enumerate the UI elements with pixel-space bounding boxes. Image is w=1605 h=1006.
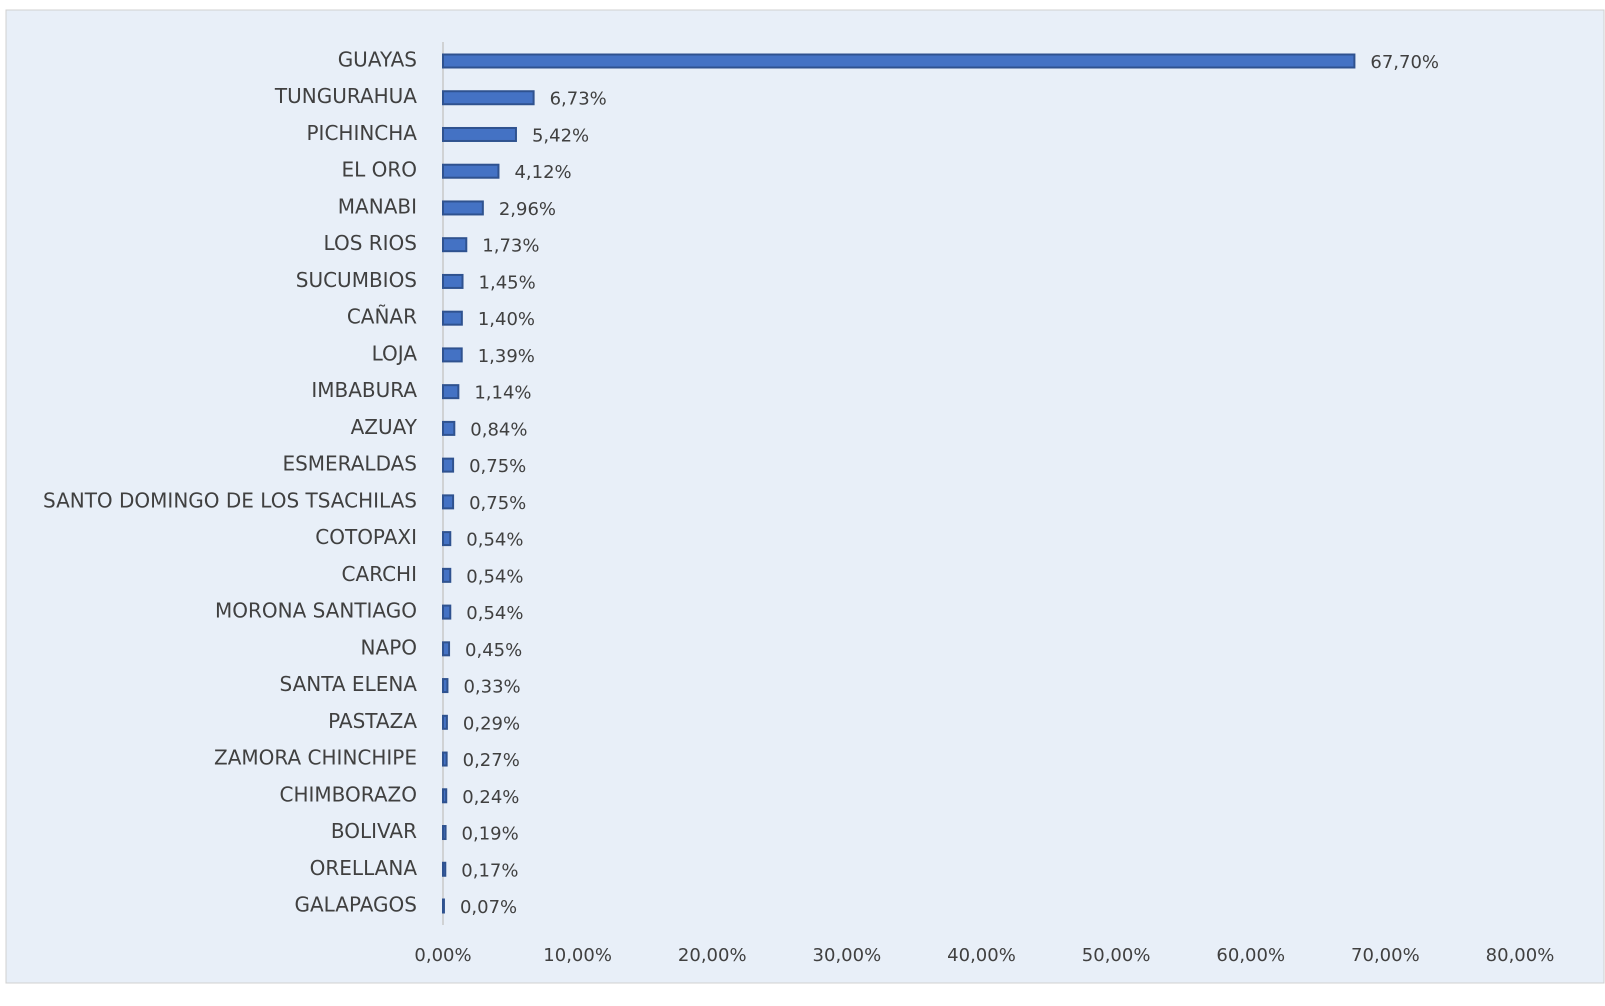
- x-tick-label: 50,00%: [1082, 945, 1151, 966]
- y-tick-label: ESMERALDAS: [282, 452, 417, 476]
- value-label: 0,45%: [465, 640, 522, 661]
- value-label: 1,39%: [478, 346, 535, 367]
- value-label: 1,40%: [478, 309, 535, 330]
- value-label: 1,73%: [482, 236, 539, 257]
- y-tick-label: NAPO: [361, 635, 417, 659]
- x-tick-label: 10,00%: [543, 945, 612, 966]
- bar: [442, 678, 449, 694]
- bar: [442, 604, 452, 620]
- value-label: 0,07%: [460, 897, 517, 918]
- value-label: 0,54%: [466, 530, 523, 551]
- y-tick-label: SANTO DOMINGO DE LOS TSACHILAS: [43, 488, 417, 512]
- value-label: 5,42%: [532, 125, 589, 146]
- value-label: 0,27%: [463, 750, 520, 771]
- bar: [442, 200, 484, 216]
- bar: [442, 53, 1356, 69]
- value-label: 0,75%: [469, 493, 526, 514]
- bar: [442, 90, 535, 106]
- bar: [442, 567, 452, 583]
- bar: [442, 898, 445, 914]
- bar: [442, 861, 447, 877]
- bar: [442, 347, 463, 363]
- bar: [442, 163, 500, 179]
- value-label: 0,54%: [466, 603, 523, 624]
- y-tick-label: MORONA SANTIAGO: [215, 599, 417, 623]
- y-tick-label: PICHINCHA: [306, 121, 417, 145]
- y-tick-label: ZAMORA CHINCHIPE: [214, 746, 417, 770]
- bar: [442, 531, 452, 547]
- y-tick-label: SANTA ELENA: [280, 672, 418, 696]
- value-label: 0,75%: [469, 456, 526, 477]
- y-tick-label: EL ORO: [341, 158, 417, 182]
- y-tick-label: BOLIVAR: [331, 819, 417, 843]
- y-tick-label: TUNGURAHUA: [274, 84, 417, 108]
- value-label: 0,24%: [462, 787, 519, 808]
- bar: [442, 237, 468, 253]
- y-tick-label: LOS RIOS: [324, 231, 417, 255]
- x-tick-label: 30,00%: [813, 945, 882, 966]
- y-tick-label: GUAYAS: [338, 48, 417, 72]
- value-label: 0,17%: [461, 860, 518, 881]
- value-label: 0,33%: [463, 677, 520, 698]
- y-tick-label: SUCUMBIOS: [296, 268, 417, 292]
- value-label: 67,70%: [1370, 52, 1439, 73]
- value-label: 4,12%: [514, 162, 571, 183]
- x-tick-label: 80,00%: [1486, 945, 1555, 966]
- y-tick-label: CHIMBORAZO: [280, 782, 417, 806]
- bar: [442, 751, 448, 767]
- bar: [442, 273, 464, 289]
- bar: [442, 714, 448, 730]
- value-label: 1,45%: [479, 272, 536, 293]
- y-tick-label: AZUAY: [351, 415, 418, 439]
- y-tick-label: PASTAZA: [328, 709, 417, 733]
- y-tick-label: CARCHI: [342, 562, 417, 586]
- value-label: 6,73%: [550, 89, 607, 110]
- value-label: 1,14%: [474, 383, 531, 404]
- bar: [442, 310, 463, 326]
- bar: [442, 126, 517, 142]
- chart-area: [5, 9, 1605, 984]
- x-tick-label: 20,00%: [678, 945, 747, 966]
- bar: [442, 420, 456, 436]
- value-label: 0,84%: [470, 419, 527, 440]
- x-tick-label: 40,00%: [947, 945, 1016, 966]
- bar: [442, 641, 451, 657]
- bar: [442, 494, 455, 510]
- y-tick-label: MANABI: [338, 194, 417, 218]
- bar: [442, 384, 460, 400]
- value-label: 0,19%: [462, 824, 519, 845]
- value-label: 2,96%: [499, 199, 556, 220]
- bar: [442, 457, 455, 473]
- bar: [442, 788, 448, 804]
- x-tick-label: 70,00%: [1351, 945, 1420, 966]
- bar: [442, 825, 447, 841]
- value-label: 0,54%: [466, 566, 523, 587]
- y-tick-label: COTOPAXI: [315, 525, 417, 549]
- x-tick-label: 0,00%: [414, 945, 471, 966]
- y-tick-label: ORELLANA: [310, 856, 418, 880]
- value-label: 0,29%: [463, 713, 520, 734]
- x-tick-label: 60,00%: [1216, 945, 1285, 966]
- y-tick-label: CAÑAR: [347, 305, 417, 329]
- y-tick-label: IMBABURA: [311, 378, 417, 402]
- y-tick-label: LOJA: [372, 341, 418, 365]
- y-tick-label: GALAPAGOS: [294, 893, 417, 917]
